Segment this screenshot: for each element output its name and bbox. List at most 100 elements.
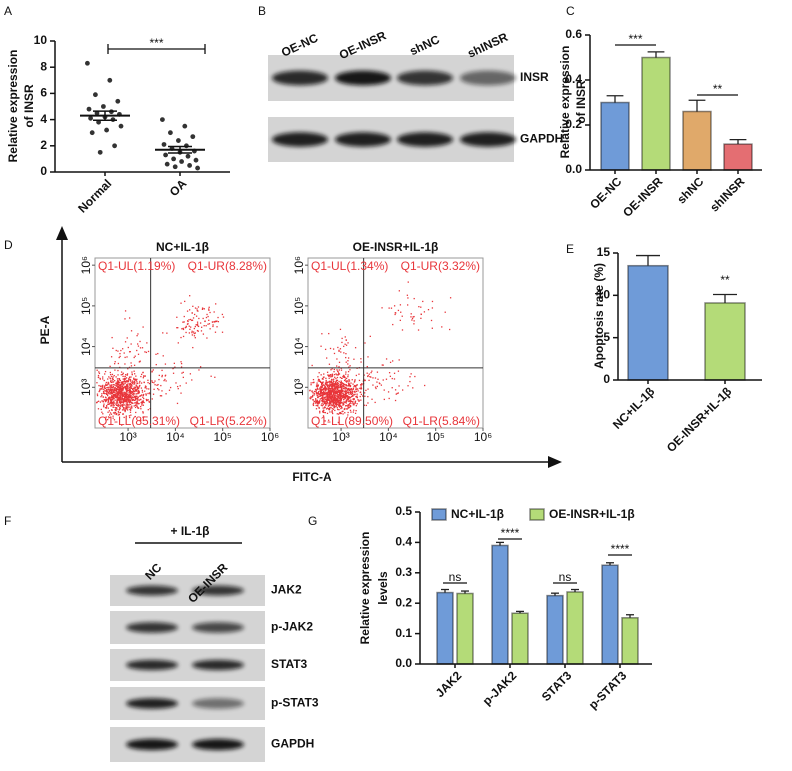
event-dot	[346, 389, 348, 392]
event-dot	[357, 388, 359, 390]
plot-title: NC+IL-1β	[156, 240, 209, 254]
event-dot	[329, 395, 332, 397]
event-dot	[127, 394, 129, 396]
event-dot	[217, 316, 219, 319]
event-dot	[142, 394, 144, 397]
event-dot	[337, 396, 340, 398]
event-dot	[180, 302, 182, 304]
event-dot	[338, 405, 340, 407]
event-dot	[115, 383, 118, 385]
event-dot	[136, 402, 138, 404]
event-dot	[113, 363, 116, 365]
event-dot	[141, 347, 144, 349]
event-dot	[135, 385, 138, 387]
event-dot	[325, 394, 327, 396]
event-dot	[113, 390, 115, 392]
event-dot	[126, 390, 128, 392]
event-dot	[347, 385, 349, 387]
significance-label: ns	[449, 570, 462, 584]
event-dot	[183, 315, 185, 318]
event-dot	[329, 389, 332, 392]
event-dot	[354, 412, 357, 414]
event-dot	[322, 411, 324, 413]
data-point	[89, 130, 95, 136]
event-dot	[324, 420, 326, 422]
x-tick-label: 10⁴	[166, 430, 185, 444]
event-dot	[140, 408, 142, 410]
event-dot	[131, 407, 133, 409]
event-dot	[110, 381, 113, 384]
event-dot	[346, 404, 348, 407]
event-dot	[109, 401, 112, 404]
event-dot	[350, 396, 352, 399]
event-dot	[117, 398, 119, 400]
event-dot	[356, 395, 358, 397]
event-dot	[120, 383, 122, 385]
event-dot	[137, 399, 139, 401]
event-dot	[332, 379, 334, 381]
event-dot	[215, 303, 217, 305]
event-dot	[174, 366, 176, 368]
event-dot	[121, 373, 124, 376]
event-dot	[361, 383, 363, 385]
x-tick-label: 10⁶	[261, 430, 279, 444]
event-dot	[115, 392, 117, 394]
event-dot	[322, 415, 325, 417]
quadrant-label: Q1-UR(8.28%)	[188, 259, 267, 273]
event-dot	[329, 389, 331, 391]
event-dot	[126, 402, 128, 404]
event-dot	[334, 399, 336, 401]
event-dot	[120, 349, 122, 352]
event-dot	[191, 334, 194, 336]
event-dot	[127, 396, 129, 399]
event-dot	[96, 382, 98, 384]
event-dot	[319, 398, 321, 400]
event-dot	[331, 375, 334, 377]
panel-label: B	[258, 4, 266, 18]
x-tick-label: 10⁵	[427, 430, 445, 444]
event-dot	[113, 389, 115, 391]
quadrant-label: Q1-UL(1.34%)	[311, 259, 388, 273]
event-dot	[317, 378, 320, 381]
event-dot	[110, 413, 113, 415]
event-dot	[398, 290, 400, 292]
event-dot	[347, 405, 350, 407]
event-dot	[343, 352, 345, 354]
event-dot	[125, 407, 128, 409]
event-dot	[214, 331, 217, 333]
event-dot	[340, 395, 343, 397]
event-dot	[345, 394, 347, 396]
event-dot	[109, 412, 112, 414]
error-bar	[516, 610, 524, 614]
event-dot	[319, 388, 322, 390]
event-dot	[133, 396, 135, 398]
event-dot	[326, 401, 329, 404]
event-dot	[329, 388, 331, 390]
event-dot	[109, 384, 111, 386]
event-dot	[122, 395, 124, 397]
event-dot	[132, 381, 134, 383]
event-dot	[134, 404, 137, 407]
event-dot	[124, 399, 126, 401]
event-dot	[448, 328, 451, 331]
event-dot	[134, 355, 136, 357]
event-dot	[115, 402, 118, 404]
x-tick-label: p-STAT3	[586, 668, 630, 712]
event-dot	[318, 390, 320, 393]
event-dot	[330, 400, 332, 402]
event-dot	[334, 394, 336, 397]
event-dot	[334, 396, 337, 398]
event-dot	[114, 399, 116, 401]
event-dot	[206, 337, 208, 339]
panel-label: F	[4, 514, 11, 528]
event-dot	[347, 411, 349, 414]
event-dot	[320, 391, 322, 393]
event-dot	[347, 404, 349, 406]
event-dot	[127, 381, 129, 383]
event-dot	[332, 397, 334, 400]
event-dot	[125, 399, 127, 401]
event-dot	[129, 390, 132, 393]
event-dot	[333, 371, 335, 373]
event-dot	[359, 391, 361, 394]
event-dot	[355, 405, 358, 407]
